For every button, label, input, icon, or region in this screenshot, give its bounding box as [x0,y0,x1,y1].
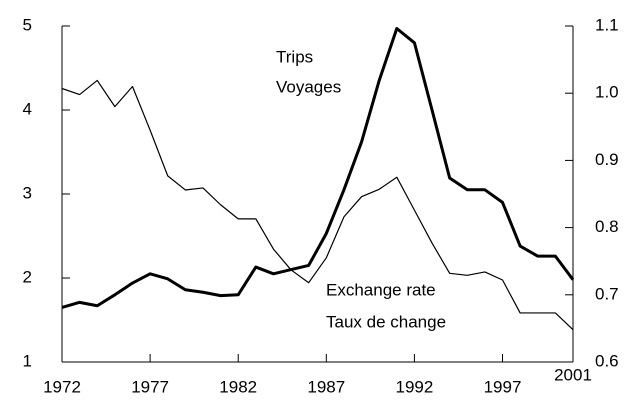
series-line [61,27,575,309]
y-tick-label: 1 [23,351,32,370]
y2-tick-label: 0.8 [595,217,619,236]
y2-tick-label: 0.7 [595,284,619,303]
y-tick-label: 5 [23,15,32,34]
series-line [61,79,574,331]
x-tick-label: 1977 [131,377,169,396]
x-tick-label: 1982 [219,377,257,396]
y2-tick-label: 0.6 [595,351,619,370]
annotation: Exchange rate [326,280,436,299]
y-tick-label: 3 [23,183,32,202]
annotation: Voyages [276,77,341,96]
y2-tick-label: 1.0 [595,83,619,102]
y2-tick-label: 1.1 [595,15,619,34]
y-tick-label: 4 [23,99,32,118]
x-tick-label: 1987 [307,377,345,396]
x-tick-label: 2001 [554,365,592,384]
annotation: Trips [276,47,313,66]
y2-tick-label: 0.9 [595,150,619,169]
x-tick-label: 1997 [484,377,522,396]
annotation: Taux de change [326,312,446,331]
x-tick-label: 1992 [395,377,433,396]
y-tick-label: 2 [23,267,32,286]
x-tick-label: 1972 [43,377,81,396]
